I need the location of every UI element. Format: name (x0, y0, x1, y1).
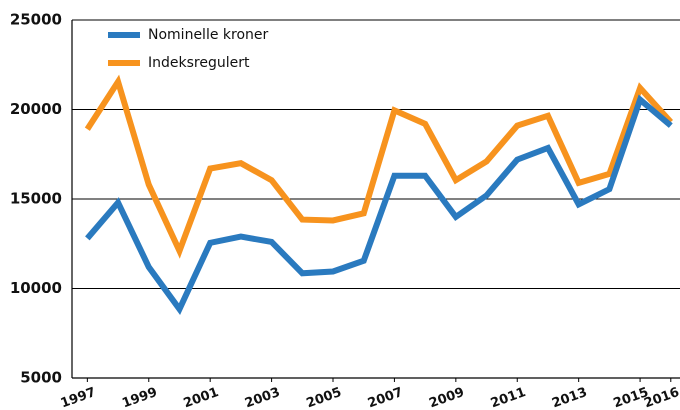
y-tick-label: 20000 (10, 100, 62, 118)
y-tick-label: 5000 (20, 369, 62, 387)
y-tick-label: 15000 (10, 190, 62, 208)
x-tick-label: 1997 (59, 385, 98, 410)
legend-label: Nominelle kroner (148, 27, 269, 43)
x-tick-label: 2003 (243, 385, 282, 410)
line-series (85, 94, 673, 315)
x-tick-label: 2016 (642, 385, 680, 410)
x-tick-label: 2013 (550, 385, 589, 410)
x-tick-label: 2011 (489, 385, 528, 410)
x-tick-label: 2001 (182, 385, 221, 410)
y-tick-label: 25000 (10, 11, 62, 29)
y-tick-label: 10000 (10, 279, 62, 297)
x-tick-label: 2007 (366, 385, 405, 410)
x-tick-label: 2005 (304, 385, 343, 410)
line-series (84, 74, 674, 259)
legend-label: Indeksregulert (148, 55, 250, 71)
x-tick-label: 2009 (427, 385, 466, 410)
x-tick-label: 1999 (120, 385, 159, 410)
